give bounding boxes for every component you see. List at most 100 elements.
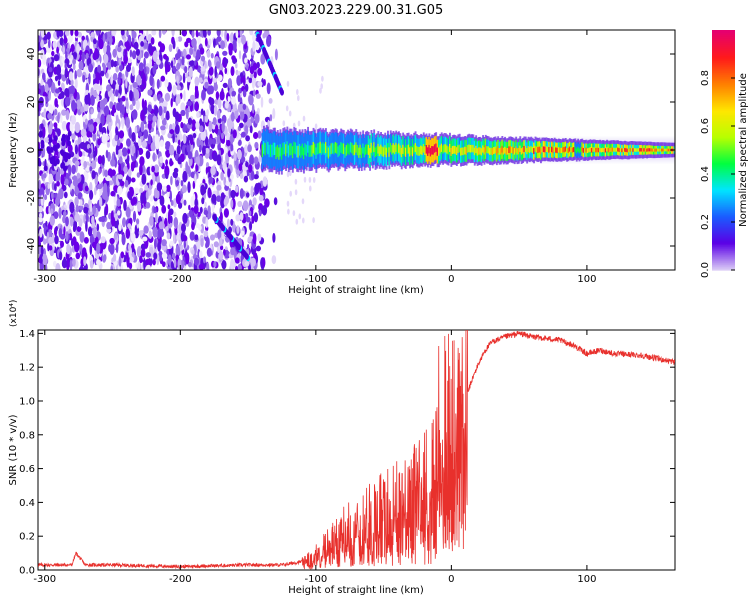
- noise-blob: [165, 226, 169, 232]
- noise-blob: [132, 196, 138, 205]
- noise-blob: [165, 149, 171, 158]
- noise-blob: [104, 206, 107, 218]
- noise-blob: [41, 173, 44, 180]
- noise-blob: [172, 84, 177, 96]
- noise-blob: [239, 122, 244, 129]
- noise-blob: [251, 76, 255, 89]
- noise-blob: [210, 104, 215, 115]
- noise-blob: [175, 94, 181, 105]
- noise-blob: [110, 158, 116, 167]
- noise-blob: [148, 43, 153, 54]
- noise-blob: [61, 161, 65, 168]
- noise-blob: [220, 245, 224, 251]
- noise-blob: [118, 163, 122, 176]
- noise-blob: [102, 190, 108, 200]
- noise-blob: [164, 165, 170, 178]
- noise-blob: [184, 41, 189, 48]
- noise-blob: [169, 160, 174, 166]
- noise-blob: [194, 76, 200, 87]
- noise-blob: [135, 147, 138, 158]
- noise-blob: [248, 263, 251, 270]
- noise-blob: [224, 100, 229, 109]
- noise-blob: [48, 173, 54, 185]
- noise-blob: [162, 100, 168, 107]
- noise-blob: [110, 190, 116, 197]
- noise-blob: [93, 38, 97, 45]
- noise-blob: [219, 211, 223, 223]
- noise-blob: [48, 90, 51, 101]
- noise-blob: [78, 205, 84, 211]
- noise-blob: [94, 174, 99, 186]
- noise-blob: [169, 144, 175, 156]
- noise-blob: [301, 198, 305, 205]
- noise-blob: [248, 77, 253, 84]
- noise-blob: [235, 214, 241, 222]
- noise-blob: [63, 226, 66, 236]
- noise-blob: [211, 202, 215, 213]
- noise-blob: [166, 184, 171, 192]
- noise-blob: [58, 251, 63, 261]
- noise-blob: [294, 178, 298, 185]
- noise-blob: [173, 258, 177, 269]
- noise-blob: [76, 43, 80, 54]
- noise-blob: [129, 256, 134, 263]
- noise-blob: [223, 176, 227, 186]
- noise-blob: [67, 144, 73, 154]
- noise-blob: [264, 198, 270, 208]
- noise-blob: [110, 59, 115, 68]
- noise-blob: [157, 117, 160, 129]
- noise-blob: [142, 236, 148, 242]
- noise-blob: [266, 35, 272, 47]
- noise-blob: [221, 30, 224, 38]
- noise-blob: [134, 187, 139, 194]
- noise-blob: [241, 35, 246, 45]
- x-tick-label: -300: [33, 274, 56, 285]
- noise-blob: [162, 185, 167, 192]
- noise-blob: [129, 49, 133, 58]
- noise-blob: [173, 232, 176, 244]
- noise-blob: [161, 30, 167, 35]
- noise-blob: [199, 144, 202, 153]
- noise-blob: [165, 141, 171, 148]
- noise-blob: [168, 44, 173, 52]
- noise-blob: [112, 48, 117, 58]
- noise-blob: [194, 101, 199, 112]
- noise-blob: [44, 194, 48, 201]
- noise-blob: [54, 108, 58, 116]
- noise-blob: [127, 148, 131, 155]
- noise-blob: [39, 228, 43, 238]
- noise-blob: [180, 180, 184, 187]
- noise-blob: [144, 184, 149, 191]
- noise-blob: [204, 114, 209, 123]
- noise-blob: [138, 62, 144, 72]
- noise-blob: [286, 171, 290, 178]
- colorbar-step: [712, 30, 735, 33]
- noise-blob: [129, 104, 134, 111]
- noise-blob: [253, 174, 259, 180]
- noise-blob: [312, 177, 316, 183]
- noise-blob: [235, 185, 239, 193]
- noise-blob: [199, 206, 203, 214]
- noise-blob: [42, 253, 48, 266]
- noise-blob: [149, 74, 154, 87]
- noise-blob: [200, 237, 204, 248]
- noise-blob: [57, 112, 60, 124]
- noise-blob: [110, 93, 115, 103]
- noise-blob: [231, 90, 237, 97]
- noise-blob: [230, 199, 234, 209]
- noise-blob: [103, 42, 107, 55]
- noise-blob: [210, 52, 214, 59]
- noise-blob: [48, 39, 51, 49]
- noise-blob: [181, 184, 187, 193]
- noise-blob: [166, 190, 170, 198]
- noise-blob: [176, 75, 179, 84]
- noise-blob: [206, 247, 212, 257]
- noise-blob: [186, 101, 192, 107]
- noise-blob: [257, 67, 263, 76]
- noise-blob: [243, 175, 249, 183]
- noise-blob: [174, 124, 180, 135]
- noise-blob: [153, 252, 158, 260]
- x-tick-label: -300: [33, 574, 56, 585]
- noise-blob: [257, 130, 262, 139]
